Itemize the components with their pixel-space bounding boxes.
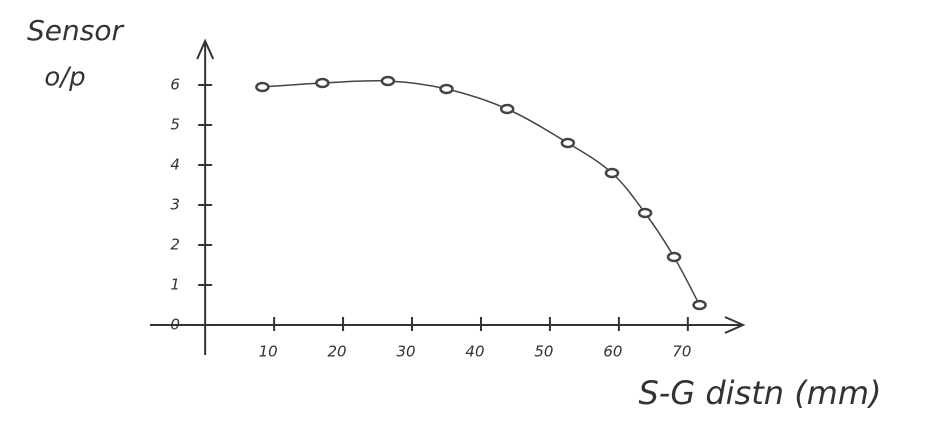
- y-tick-label: 0: [170, 316, 180, 334]
- x-tick-label: 70: [672, 343, 691, 361]
- data-point: [562, 139, 574, 147]
- data-point: [256, 83, 268, 91]
- x-axis-label: S-G distn (mm): [638, 374, 881, 412]
- x-tick-label: 10: [259, 343, 278, 361]
- data-point: [316, 79, 328, 87]
- y-tick-label: 2: [170, 236, 180, 254]
- y-tick-label: 6: [170, 76, 180, 94]
- data-point: [382, 77, 394, 85]
- curve: [262, 81, 699, 305]
- y-tick-label: 3: [170, 196, 180, 214]
- x-tick-label: 30: [396, 343, 415, 361]
- data-point: [606, 169, 618, 177]
- y-tick-label: 1: [170, 276, 180, 294]
- y-tick-label: 5: [170, 116, 180, 134]
- data-point: [668, 253, 680, 261]
- x-tick-label: 20: [328, 343, 347, 361]
- data-point: [694, 301, 706, 309]
- y-tick-label: 4: [170, 156, 180, 174]
- y-axis-label: Sensor: [27, 14, 124, 47]
- data-point: [501, 105, 513, 113]
- chart: Sensor o/p S-G distn (mm) 0 1 2 3 4 5 6 10 20 30 4…: [0, 0, 948, 430]
- y-axis-label: o/p: [44, 63, 85, 93]
- x-tick-label: 60: [603, 343, 622, 361]
- x-tick-label: 40: [465, 343, 484, 361]
- x-tick-label: 50: [534, 343, 553, 361]
- data-point: [441, 85, 453, 93]
- data-point: [639, 209, 651, 217]
